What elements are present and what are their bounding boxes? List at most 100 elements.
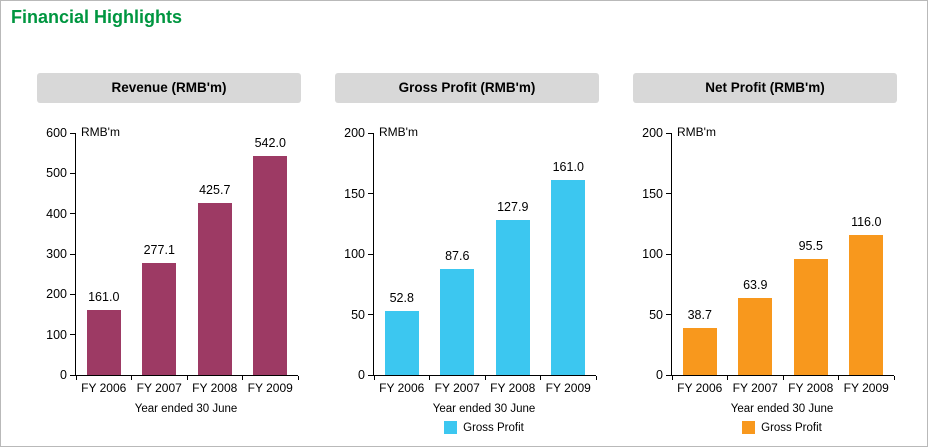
x-category-label: FY 2008 — [192, 381, 238, 395]
bar — [738, 297, 773, 375]
bar-value-label: 161.0 — [88, 290, 120, 305]
y-axis-tick-label: 300 — [46, 247, 67, 261]
y-axis-tick-label: 200 — [344, 126, 365, 140]
chart-title: Revenue (RMB'm) — [37, 73, 301, 103]
x-category-label: FY 2007 — [434, 381, 480, 395]
y-axis-tick — [70, 132, 75, 134]
charts-row: Revenue (RMB'm) RMB'm 0 100 200 300 400 500 60… — [37, 73, 897, 443]
bar-value-label: 95.5 — [798, 239, 823, 254]
bar — [197, 203, 232, 375]
bar-value-label: 277.1 — [143, 243, 175, 258]
y-axis-tick-label: 100 — [344, 247, 365, 261]
x-axis-tick — [484, 376, 486, 380]
y-axis-tick-label: 0 — [358, 368, 365, 382]
x-axis-tick — [540, 376, 541, 380]
x-category-label: FY 2008 — [788, 381, 834, 395]
x-axis-title: Year ended 30 June — [134, 403, 238, 415]
y-axis-tick-label: 200 — [642, 126, 663, 140]
x-category-label: FY 2009 — [545, 381, 591, 395]
bar-value-label: 63.9 — [743, 277, 768, 292]
legend-label: Gross Profit — [761, 421, 822, 434]
chart-title: Net Profit (RMB'm) — [633, 73, 897, 103]
y-axis-tick-label: 50 — [351, 307, 365, 322]
y-axis-tick-label: 0 — [60, 368, 67, 382]
x-category-label: FY 2007 — [732, 381, 778, 395]
x-axis-tick — [838, 376, 839, 380]
x-category-label: FY 2006 — [81, 381, 127, 395]
y-axis-tick-label: 150 — [642, 186, 663, 201]
bar — [86, 310, 121, 375]
y-axis-tick — [70, 293, 75, 295]
chart-title: Gross Profit (RMB'm) — [335, 73, 599, 103]
x-axis-tick — [893, 376, 895, 380]
legend-label: Gross Profit — [463, 421, 524, 434]
y-axis-tick — [368, 314, 373, 315]
x-category-label: FY 2006 — [677, 381, 723, 395]
y-axis-unit-label: RMB'm — [379, 125, 418, 139]
x-axis-tick — [782, 376, 784, 380]
bar — [384, 311, 419, 375]
bar — [440, 269, 475, 375]
chart-body: RMB'm 0 100 200 300 400 500 600 161.0 FY 2006 277… — [37, 103, 301, 443]
chart-card-net-profit: Net Profit (RMB'm) RMB'm 0 50 100 150 200 38.… — [633, 73, 897, 443]
x-axis-tick — [131, 376, 132, 380]
x-category-label: FY 2006 — [379, 381, 425, 395]
bar — [253, 156, 288, 375]
plot-area: RMB'm 0 50 100 150 200 52.8 FY 2006 87.6 FY 2007… — [344, 125, 597, 395]
x-axis-tick — [727, 376, 728, 380]
y-axis-tick — [368, 253, 373, 255]
y-axis-tick — [368, 132, 373, 134]
y-axis-unit-label: RMB'm — [81, 125, 120, 139]
chart-body: RMB'm 0 50 100 150 200 38.7 FY 2006 63.9 FY 2007… — [633, 103, 897, 443]
y-axis-tick-label: 150 — [344, 186, 365, 201]
y-axis-tick — [666, 193, 671, 194]
x-axis-tick — [75, 376, 77, 380]
x-axis-tick — [671, 376, 673, 380]
bar — [495, 220, 530, 375]
y-axis-tick — [70, 172, 75, 174]
y-axis-tick — [666, 374, 671, 376]
x-category-label: FY 2007 — [136, 381, 182, 395]
y-axis-tick — [70, 334, 75, 336]
y-axis-tick-label: 400 — [46, 206, 67, 221]
y-axis-tick-label: 200 — [46, 287, 67, 302]
y-axis-tick — [70, 253, 75, 255]
bar-value-label: 116.0 — [851, 214, 882, 229]
y-axis-tick-label: 100 — [642, 247, 663, 261]
x-axis-tick — [373, 376, 375, 380]
bar-value-label: 425.7 — [199, 183, 231, 198]
x-axis-title: Year ended 30 June — [730, 403, 834, 415]
bar — [849, 234, 884, 375]
plot-area: RMB'm 0 50 100 150 200 38.7 FY 2006 63.9 FY 2007… — [642, 125, 895, 395]
legend-color-swatch — [742, 421, 756, 434]
x-axis-tick — [242, 376, 243, 380]
bar — [793, 259, 828, 375]
y-axis-tick — [368, 193, 373, 194]
x-axis-tick — [595, 376, 597, 380]
y-axis-tick — [666, 132, 671, 134]
chart-card-gross-profit: Gross Profit (RMB'm) RMB'm 0 50 100 150 200 5… — [335, 73, 599, 443]
bar — [551, 180, 586, 375]
bar-value-label: 161.0 — [552, 160, 584, 175]
bar-value-label: 52.8 — [389, 291, 414, 306]
bar-value-label: 542.0 — [254, 136, 286, 151]
y-axis-tick-label: 0 — [656, 368, 663, 382]
y-axis-tick — [666, 314, 671, 315]
bar-value-label: 127.9 — [497, 200, 529, 215]
bar-value-label: 38.7 — [687, 308, 712, 323]
legend: Gross Profit — [373, 421, 595, 434]
y-axis-tick — [368, 374, 373, 376]
x-category-label: FY 2009 — [843, 381, 889, 395]
bar — [682, 328, 717, 375]
x-axis-tick — [297, 376, 299, 380]
y-axis-tick-label: 500 — [46, 166, 67, 181]
legend-color-swatch — [444, 421, 458, 434]
x-axis-title: Year ended 30 June — [432, 403, 536, 415]
bar — [142, 263, 177, 375]
bar-value-label: 87.6 — [445, 249, 470, 264]
y-axis-tick — [666, 253, 671, 255]
chart-card-revenue: Revenue (RMB'm) RMB'm 0 100 200 300 400 500 60… — [37, 73, 301, 443]
x-axis-tick — [429, 376, 430, 380]
x-category-label: FY 2009 — [247, 381, 293, 395]
